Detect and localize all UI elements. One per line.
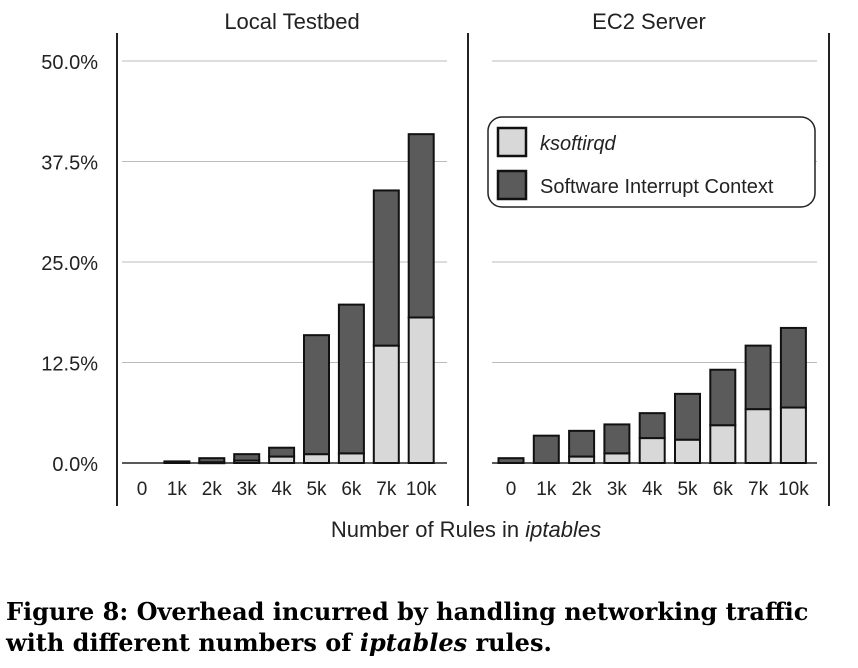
bar-software-interrupt-p1-6k — [709, 368, 737, 427]
y-tick-label: 37.5% — [41, 153, 98, 175]
y-tick-label: 25.0% — [41, 253, 98, 275]
x-axis-label-italic: iptables — [525, 517, 601, 542]
legend-swatch-software-interrupt — [496, 169, 528, 201]
x-tick-label: 2k — [572, 479, 593, 500]
x-tick-label: 5k — [677, 479, 698, 500]
caption-italic-term: iptables — [359, 628, 468, 657]
bar-ksoftirqd-p0-5k — [303, 453, 330, 465]
panel-dividers — [116, 33, 830, 506]
x-axis-label-prefix: Number of Rules in — [331, 517, 525, 542]
bar-ksoftirqd-p0-10k — [407, 316, 435, 465]
caption-label: Figure 8: — [6, 597, 137, 626]
figure-caption: Figure 8: Overhead incurred by handling … — [6, 596, 856, 658]
x-tick-label: 3k — [237, 479, 258, 500]
x-tick-label: 2k — [202, 479, 223, 500]
bar-software-interrupt-p0-2k — [198, 457, 226, 464]
bar-software-interrupt-p1-7k — [744, 344, 772, 411]
x-tick-label: 0 — [506, 479, 517, 500]
bar-software-interrupt-p0-4k — [268, 446, 296, 458]
bars — [163, 133, 807, 465]
bar-ksoftirqd-p1-3k — [603, 452, 631, 464]
caption-text: Overhead incurred by handling networking… — [6, 597, 809, 657]
y-tick-labels: 0.0% 12.5% 25.0% 37.5% 50.0% — [41, 52, 98, 476]
x-tick-label: 10k — [778, 479, 809, 500]
stacked-bar-chart: 0.0% 12.5% 25.0% 37.5% 50.0% 0 1k 2k 3k 4k 5k 6k 7k… — [41, 9, 830, 542]
x-tick-label: 7k — [376, 479, 397, 500]
x-tick-label: 4k — [642, 479, 663, 500]
legend-label-ksoftirqd: ksoftirqd — [540, 133, 616, 155]
bar-ksoftirqd-p1-10k — [779, 406, 807, 464]
bar-software-interrupt-p1-5k — [674, 392, 701, 441]
bar-software-interrupt-p0-7k — [372, 189, 400, 347]
x-tick-label: 7k — [748, 479, 769, 500]
x-tick-labels: 0 1k 2k 3k 4k 5k 6k 7k 10k 0 1k 2k 3k 4k 5k 6k 7k 10k — [137, 479, 810, 500]
bar-software-interrupt-p0-5k — [303, 334, 330, 456]
x-tick-label: 10k — [406, 479, 437, 500]
panel-title-right: EC2 Server — [592, 9, 706, 34]
bar-software-interrupt-p1-2k — [568, 429, 596, 458]
legend-label-software-interrupt: Software Interrupt Context — [540, 176, 774, 198]
x-tick-label: 4k — [272, 479, 293, 500]
x-tick-label: 5k — [306, 479, 327, 500]
bar-software-interrupt-p1-4k — [638, 412, 666, 440]
bar-software-interrupt-p1-1k — [532, 434, 560, 465]
bar-ksoftirqd-p0-6k — [337, 452, 365, 464]
x-tick-label: 6k — [341, 479, 362, 500]
legend-swatch-ksoftirqd — [496, 126, 528, 158]
caption-text-end: rules. — [467, 628, 552, 657]
bar-software-interrupt-p1-10k — [779, 326, 807, 409]
bar-software-interrupt-p0-6k — [337, 303, 365, 455]
panel-title-left: Local Testbed — [224, 9, 359, 34]
y-tick-label: 50.0% — [41, 52, 98, 74]
legend: ksoftirqd Software Interrupt Context — [487, 116, 816, 208]
bar-software-interrupt-p0-1k — [163, 460, 191, 464]
x-tick-label: 3k — [607, 479, 628, 500]
bar-ksoftirqd-p0-7k — [372, 344, 400, 464]
x-axis-label: Number of Rules in iptables — [331, 517, 601, 542]
y-tick-label: 12.5% — [41, 354, 98, 376]
bar-software-interrupt-p1-3k — [603, 423, 631, 455]
x-tick-label: 1k — [536, 479, 557, 500]
bar-ksoftirqd-p1-7k — [744, 408, 772, 464]
bar-ksoftirqd-p1-5k — [674, 438, 701, 464]
bar-software-interrupt-p1-0 — [497, 457, 525, 464]
legend-box — [487, 116, 816, 208]
bar-software-interrupt-p0-3k — [233, 453, 261, 462]
bar-software-interrupt-p0-10k — [407, 133, 435, 319]
x-tick-label: 6k — [713, 479, 734, 500]
bar-ksoftirqd-p1-4k — [638, 437, 666, 464]
y-tick-label: 0.0% — [52, 454, 98, 476]
bar-ksoftirqd-p1-6k — [709, 424, 737, 465]
x-tick-label: 0 — [137, 479, 148, 500]
x-tick-label: 1k — [167, 479, 188, 500]
